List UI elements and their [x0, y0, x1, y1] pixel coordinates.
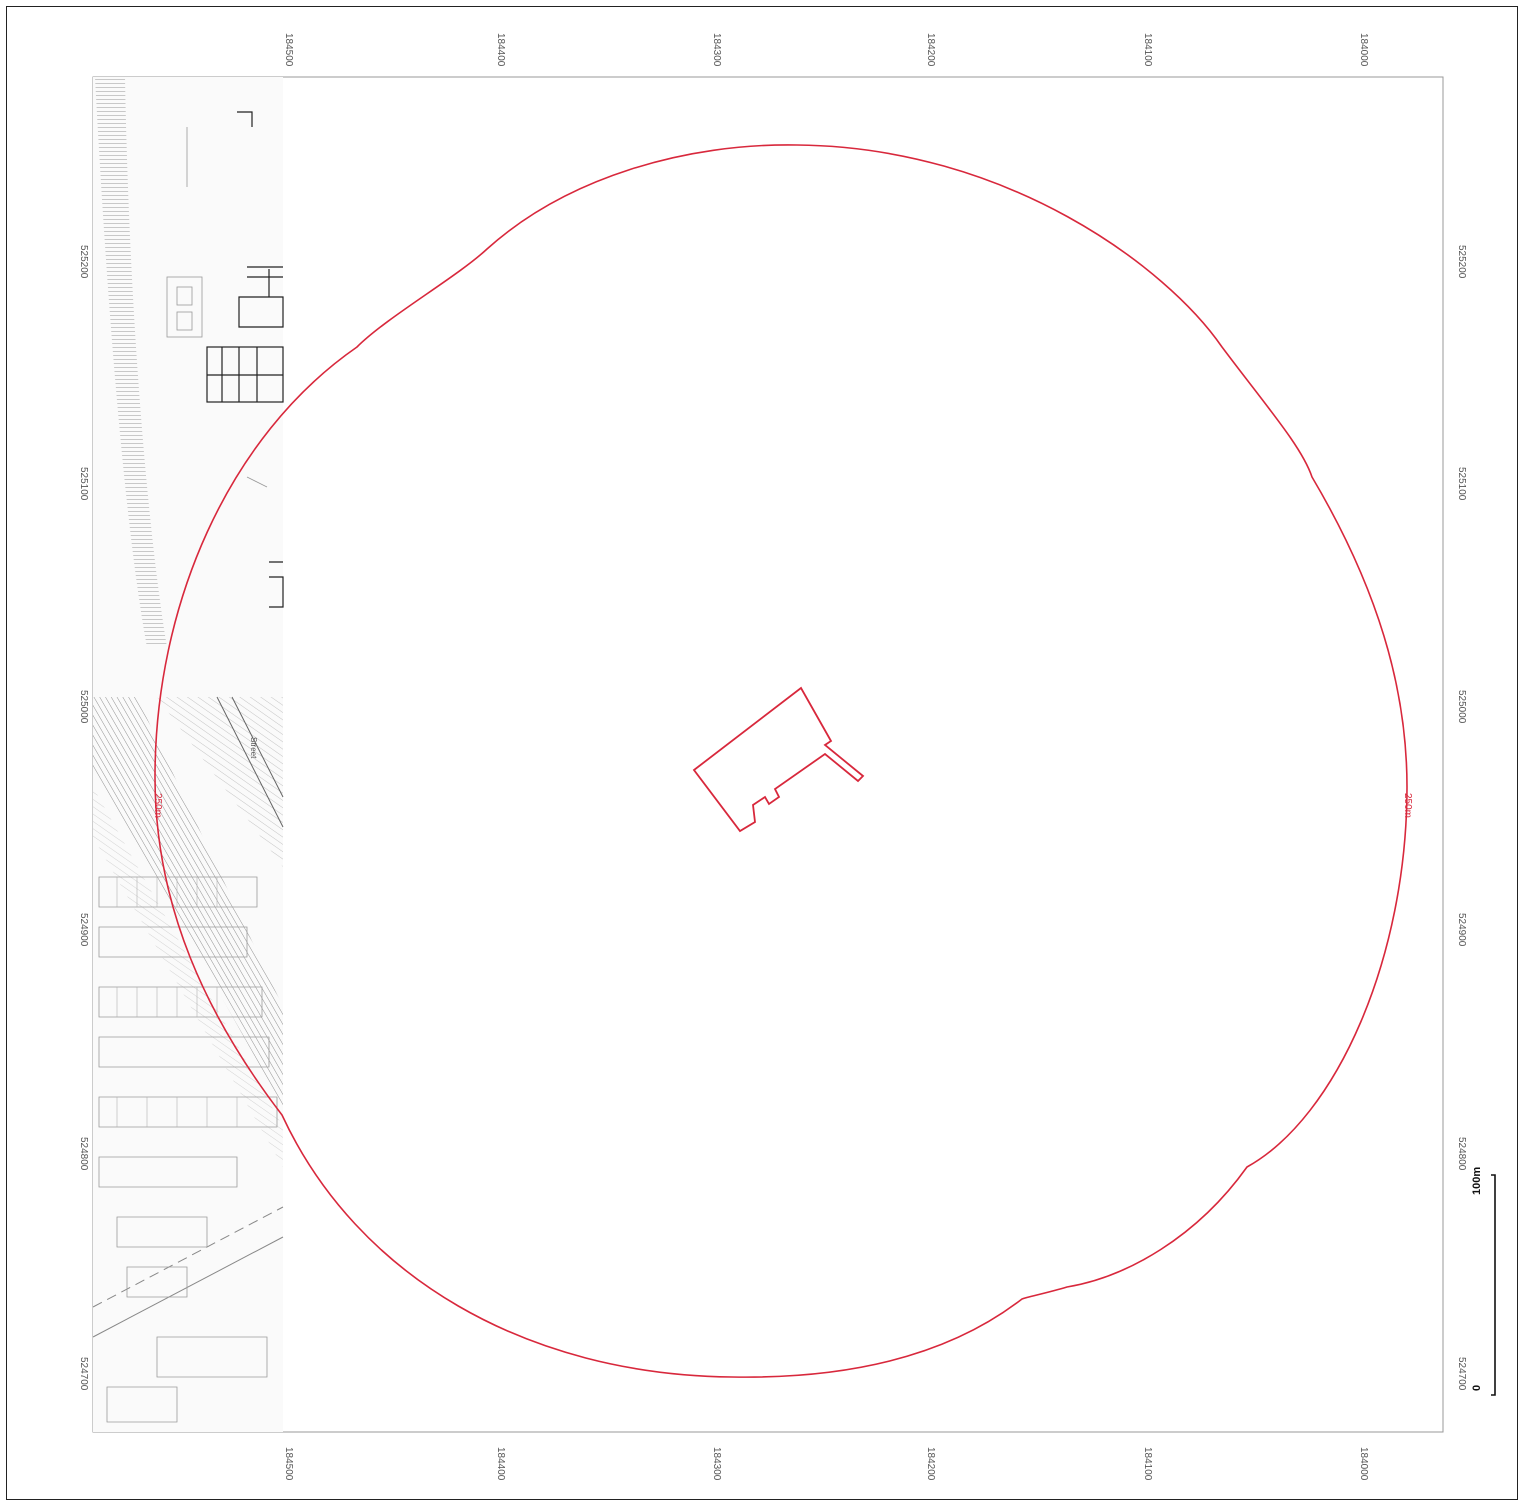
easting-label-right-6: 525200: [1456, 245, 1467, 279]
grid-labels: 524700 524800 524900 525000 525100 52520…: [78, 33, 1467, 1481]
easting-label-right-2: 524800: [1456, 1137, 1467, 1171]
site-boundary: [692, 686, 865, 833]
easting-label-left-1: 524700: [78, 1357, 89, 1391]
easting-label-right-1: 524700: [1456, 1357, 1467, 1391]
easting-label-right-3: 524900: [1456, 913, 1467, 947]
scale-bar: 0 100m: [1471, 1167, 1496, 1396]
basemap-strip: Street: [93, 77, 284, 1432]
250m-buffer-outline: [154, 144, 1408, 1378]
easting-label-left-3: 524900: [78, 913, 89, 947]
easting-label-left-2: 524800: [78, 1137, 89, 1171]
northing-label-top-2: 184400: [495, 33, 506, 67]
easting-label-right-4: 525000: [1456, 690, 1467, 724]
northing-label-top-5: 184100: [1142, 33, 1153, 67]
buffer-label-left: 250m: [152, 793, 163, 818]
street-name-label: Street: [249, 737, 258, 759]
northing-label-bottom-2: 184400: [495, 1447, 506, 1481]
buffer-label-right: 250m: [1402, 793, 1413, 818]
northing-label-top-1: 184500: [283, 33, 294, 67]
northing-label-top-3: 184300: [711, 33, 722, 67]
northing-label-top-6: 184000: [1358, 33, 1369, 67]
scale-bar-start-label: 0: [1471, 1385, 1483, 1391]
northing-label-bottom-4: 184200: [925, 1447, 936, 1481]
northing-label-bottom-6: 184000: [1358, 1447, 1369, 1481]
map-frame: [92, 76, 1444, 1433]
map-canvas: Street 250m 250m 524700 524800 524900 52…: [78, 33, 1496, 1481]
easting-label-right-5: 525100: [1456, 467, 1467, 501]
northing-label-bottom-5: 184100: [1142, 1447, 1153, 1481]
easting-label-left-4: 525000: [78, 690, 89, 724]
northing-label-top-4: 184200: [925, 33, 936, 67]
easting-label-left-6: 525200: [78, 245, 89, 279]
northing-label-bottom-3: 184300: [711, 1447, 722, 1481]
scale-bar-end-label: 100m: [1471, 1167, 1483, 1195]
northing-label-bottom-1: 184500: [283, 1447, 294, 1481]
map-sheet: Street 250m 250m 524700 524800 524900 52…: [6, 6, 1518, 1500]
easting-label-left-5: 525100: [78, 467, 89, 501]
